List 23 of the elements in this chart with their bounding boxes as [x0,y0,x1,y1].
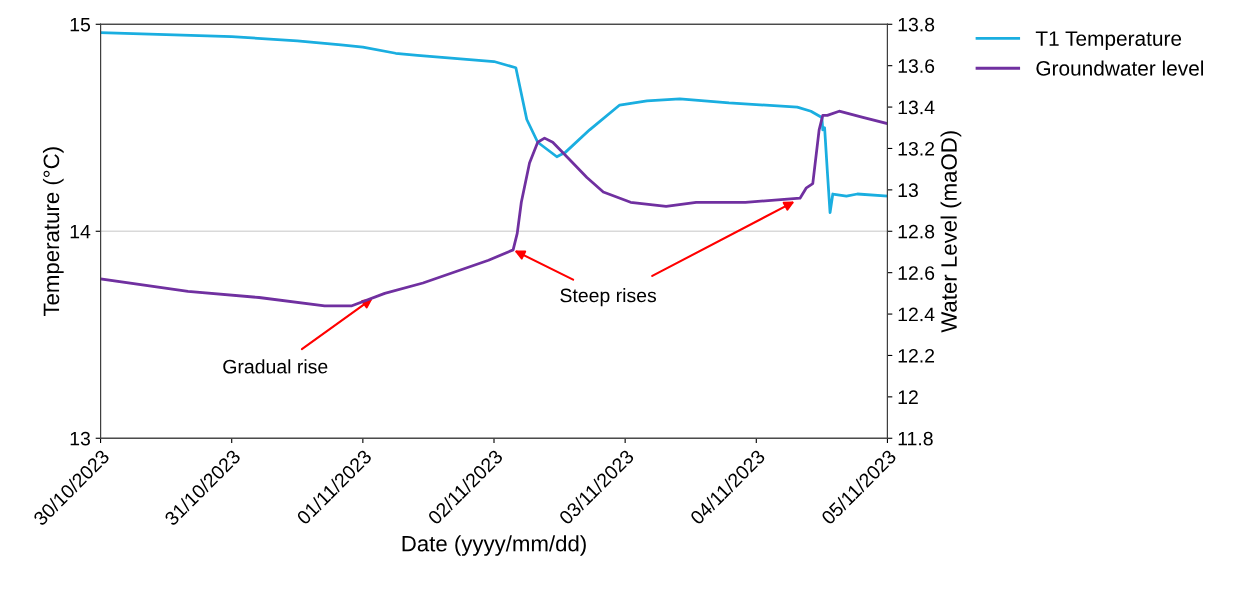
line-series [100,109,888,308]
y2-tick-label: 13.6 [898,59,935,73]
y2-tick-label: 12.4 [898,307,935,322]
y2-tick-label: 12.8 [898,224,935,239]
annotation: Gradual rise [223,359,328,374]
legend-label: T1 Temperature [1035,31,1182,51]
y2-tick-label: 12.6 [898,266,935,280]
y2-tick-label: 13.4 [898,100,935,115]
y2-tick-label: 12 [898,390,918,404]
y-tick-label: 14 [70,224,91,239]
y2-tick-label: 12.2 [898,348,935,363]
x-axis-title: Date (yyyy/mm/dd) [402,535,586,556]
y2-axis-title: Water Level (maOD) [940,131,962,333]
line-series [100,31,888,215]
y2-tick-label: 13.2 [898,141,935,156]
y-axis-title: Temperature (°C) [42,147,64,317]
y2-tick-label: 13 [898,183,918,198]
y-tick-label: 15 [70,17,91,32]
y2-tick-label: 13.8 [898,17,935,32]
y2-tick-label: 11.8 [898,431,933,446]
annotation: Steep rises [560,288,657,307]
legend-label: Groundwater level [1036,60,1204,76]
y-tick-label: 13 [70,431,90,446]
